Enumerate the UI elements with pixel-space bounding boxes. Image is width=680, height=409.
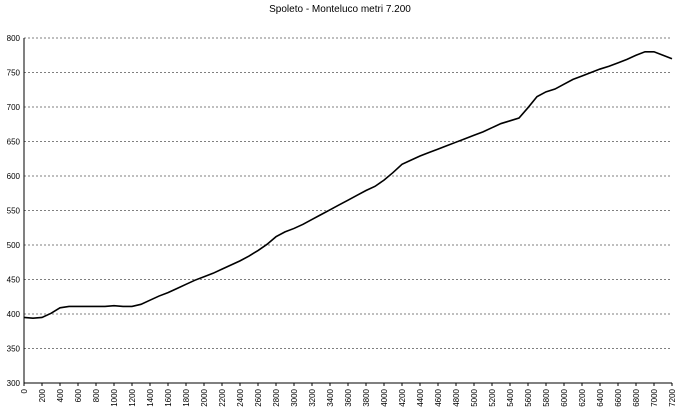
x-tick-label: 1000	[110, 388, 119, 406]
y-tick-label: 350	[7, 345, 21, 354]
x-tick-label: 3600	[344, 388, 353, 406]
x-tick-label: 0	[20, 388, 29, 393]
x-tick-label: 3800	[362, 388, 371, 406]
x-tick-label: 6400	[596, 388, 605, 406]
x-tick-label: 2000	[200, 388, 209, 406]
series-line-0	[23, 50, 673, 319]
axis-layer	[23, 38, 673, 386]
y-tick-label: 700	[7, 103, 21, 112]
x-tick-label: 2600	[254, 388, 263, 406]
x-tick-label: 4800	[452, 388, 461, 406]
x-tick-label: 1600	[164, 388, 173, 406]
x-tick-label: 400	[56, 388, 65, 402]
y-tick-label: 400	[7, 310, 21, 319]
x-tick-label: 5600	[524, 388, 533, 406]
y-tick-label: 300	[7, 379, 21, 388]
y-tick-label: 750	[7, 69, 21, 78]
chart-title: Spoleto - Monteluco metri 7.200	[269, 4, 411, 15]
x-tick-labels: 0 200 400 600 800 1000 1200 1400 1600 1800 2000 220…	[20, 388, 677, 406]
x-tick-label: 7200	[668, 388, 677, 406]
y-tick-labels: 300 350 400 450 500 550 600 650 700 750 800	[7, 34, 21, 388]
x-tick-label: 5400	[506, 388, 515, 406]
x-tick-label: 4200	[398, 388, 407, 406]
x-tick-label: 6200	[578, 388, 587, 406]
y-tick-label: 650	[7, 138, 21, 147]
x-tick-label: 6000	[560, 388, 569, 406]
y-tick-label: 800	[7, 34, 21, 43]
x-tick-label: 7000	[650, 388, 659, 406]
y-tick-label: 550	[7, 207, 21, 216]
series-layer	[23, 50, 673, 319]
x-tick-label: 1200	[128, 388, 137, 406]
x-tick-label: 6600	[614, 388, 623, 406]
x-tick-label: 6800	[632, 388, 641, 406]
x-tick-label: 5000	[470, 388, 479, 406]
x-tick-label: 4400	[416, 388, 425, 406]
y-tick-label: 600	[7, 172, 21, 181]
x-tick-label: 4000	[380, 388, 389, 406]
x-tick-label: 5800	[542, 388, 551, 406]
y-tick-label: 450	[7, 276, 21, 285]
x-tick-label: 800	[92, 388, 101, 402]
x-tick-label: 1400	[146, 388, 155, 406]
x-tick-label: 600	[74, 388, 83, 402]
x-tick-label: 1800	[182, 388, 191, 406]
x-tick-label: 5200	[488, 388, 497, 406]
x-tick-label: 3400	[326, 388, 335, 406]
x-tick-label: 4600	[434, 388, 443, 406]
x-tick-label: 3200	[308, 388, 317, 406]
grid-layer	[24, 37, 672, 349]
x-tick-label: 2400	[236, 388, 245, 406]
x-tick-label: 200	[38, 388, 47, 402]
y-tick-label: 500	[7, 241, 21, 250]
x-tick-label: 2800	[272, 388, 281, 406]
x-tick-label: 2200	[218, 388, 227, 406]
x-tick-label: 3000	[290, 388, 299, 406]
